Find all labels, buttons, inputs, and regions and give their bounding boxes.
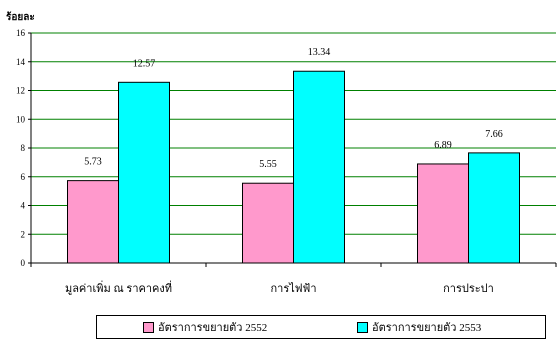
bar-2553-2 [468, 152, 520, 264]
bar-2553-1 [293, 70, 345, 264]
data-label: 6.89 [434, 140, 452, 151]
bar-2552-2 [417, 163, 469, 264]
y-tick-label: 6 [21, 172, 26, 182]
bar-2552-0 [67, 180, 119, 264]
y-tick-label: 8 [21, 143, 26, 153]
bar-2553-0 [118, 81, 170, 264]
y-axis-label: ร้อยละ [6, 12, 35, 23]
legend-label-2553: อัตราการขยายตัว 2553 [372, 322, 482, 334]
legend-item-2552: อัตราการขยายตัว 2552 [143, 320, 267, 334]
data-label: 5.55 [259, 159, 277, 170]
bar-2552-1 [242, 182, 294, 264]
x-category-label: มูลค่าเพิ่ม ณ ราคาคงที่ [65, 280, 172, 295]
x-category-label: การประปา [443, 283, 494, 295]
y-tick-label: 4 [21, 201, 26, 211]
y-tick-label: 0 [21, 258, 26, 268]
y-tick-label: 12 [16, 86, 25, 96]
legend-swatch-2553 [357, 321, 368, 333]
y-tick-label: 2 [21, 229, 26, 239]
data-label: 12.57 [133, 58, 156, 69]
legend-swatch-2552 [143, 321, 154, 333]
data-label: 7.66 [485, 129, 503, 140]
y-tick-label: 16 [16, 28, 26, 38]
legend-item-2553: อัตราการขยายตัว 2553 [357, 320, 481, 334]
y-tick-label: 14 [16, 57, 26, 67]
data-label: 13.34 [308, 47, 331, 58]
data-label: 5.73 [84, 157, 102, 168]
y-tick-label: 10 [16, 114, 26, 124]
legend-label-2552: อัตราการขยายตัว 2552 [158, 322, 268, 334]
x-category-label: การไฟฟ้า [270, 282, 316, 295]
legend: อัตราการขยายตัว 2552 อัตราการขยายตัว 255… [96, 315, 546, 339]
